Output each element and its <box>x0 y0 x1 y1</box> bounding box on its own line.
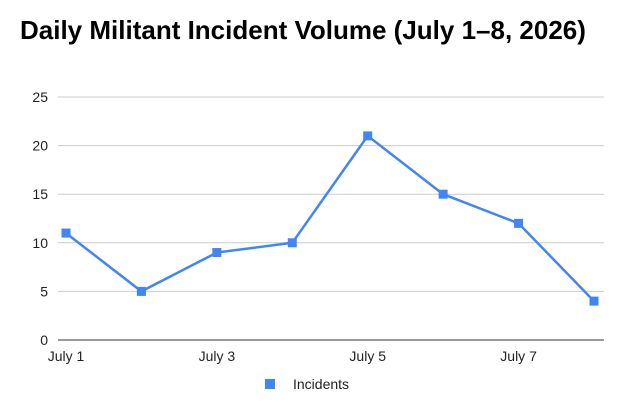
series-layer <box>61 131 599 306</box>
x-tick-label: July 3 <box>199 348 236 364</box>
x-tick-label: July 5 <box>349 348 386 364</box>
legend-marker <box>265 379 275 389</box>
data-point <box>136 286 146 296</box>
data-point <box>363 131 373 141</box>
x-tick-label: July 1 <box>48 348 85 364</box>
data-point <box>212 248 222 258</box>
data-point <box>438 189 448 199</box>
y-tick-label: 0 <box>40 332 48 348</box>
y-tick-label: 20 <box>32 138 48 154</box>
y-tick-label: 25 <box>32 89 48 105</box>
x-axis-ticks: July 1 July 3 July 5 July 7 <box>48 348 537 364</box>
x-tick-label: July 7 <box>500 348 537 364</box>
data-point <box>514 218 524 228</box>
gridlines <box>58 96 604 341</box>
legend-label: Incidents <box>293 376 349 392</box>
data-point <box>61 228 71 238</box>
legend: Incidents <box>265 376 349 392</box>
data-point <box>589 296 599 306</box>
series-line <box>65 134 595 302</box>
y-tick-label: 5 <box>40 283 48 299</box>
data-point <box>287 238 297 248</box>
chart-title: Daily Militant Incident Volume (July 1–8… <box>20 15 586 45</box>
y-axis-ticks: 0 5 10 15 20 25 <box>32 89 48 348</box>
y-tick-label: 10 <box>32 235 48 251</box>
y-tick-label: 15 <box>32 186 48 202</box>
